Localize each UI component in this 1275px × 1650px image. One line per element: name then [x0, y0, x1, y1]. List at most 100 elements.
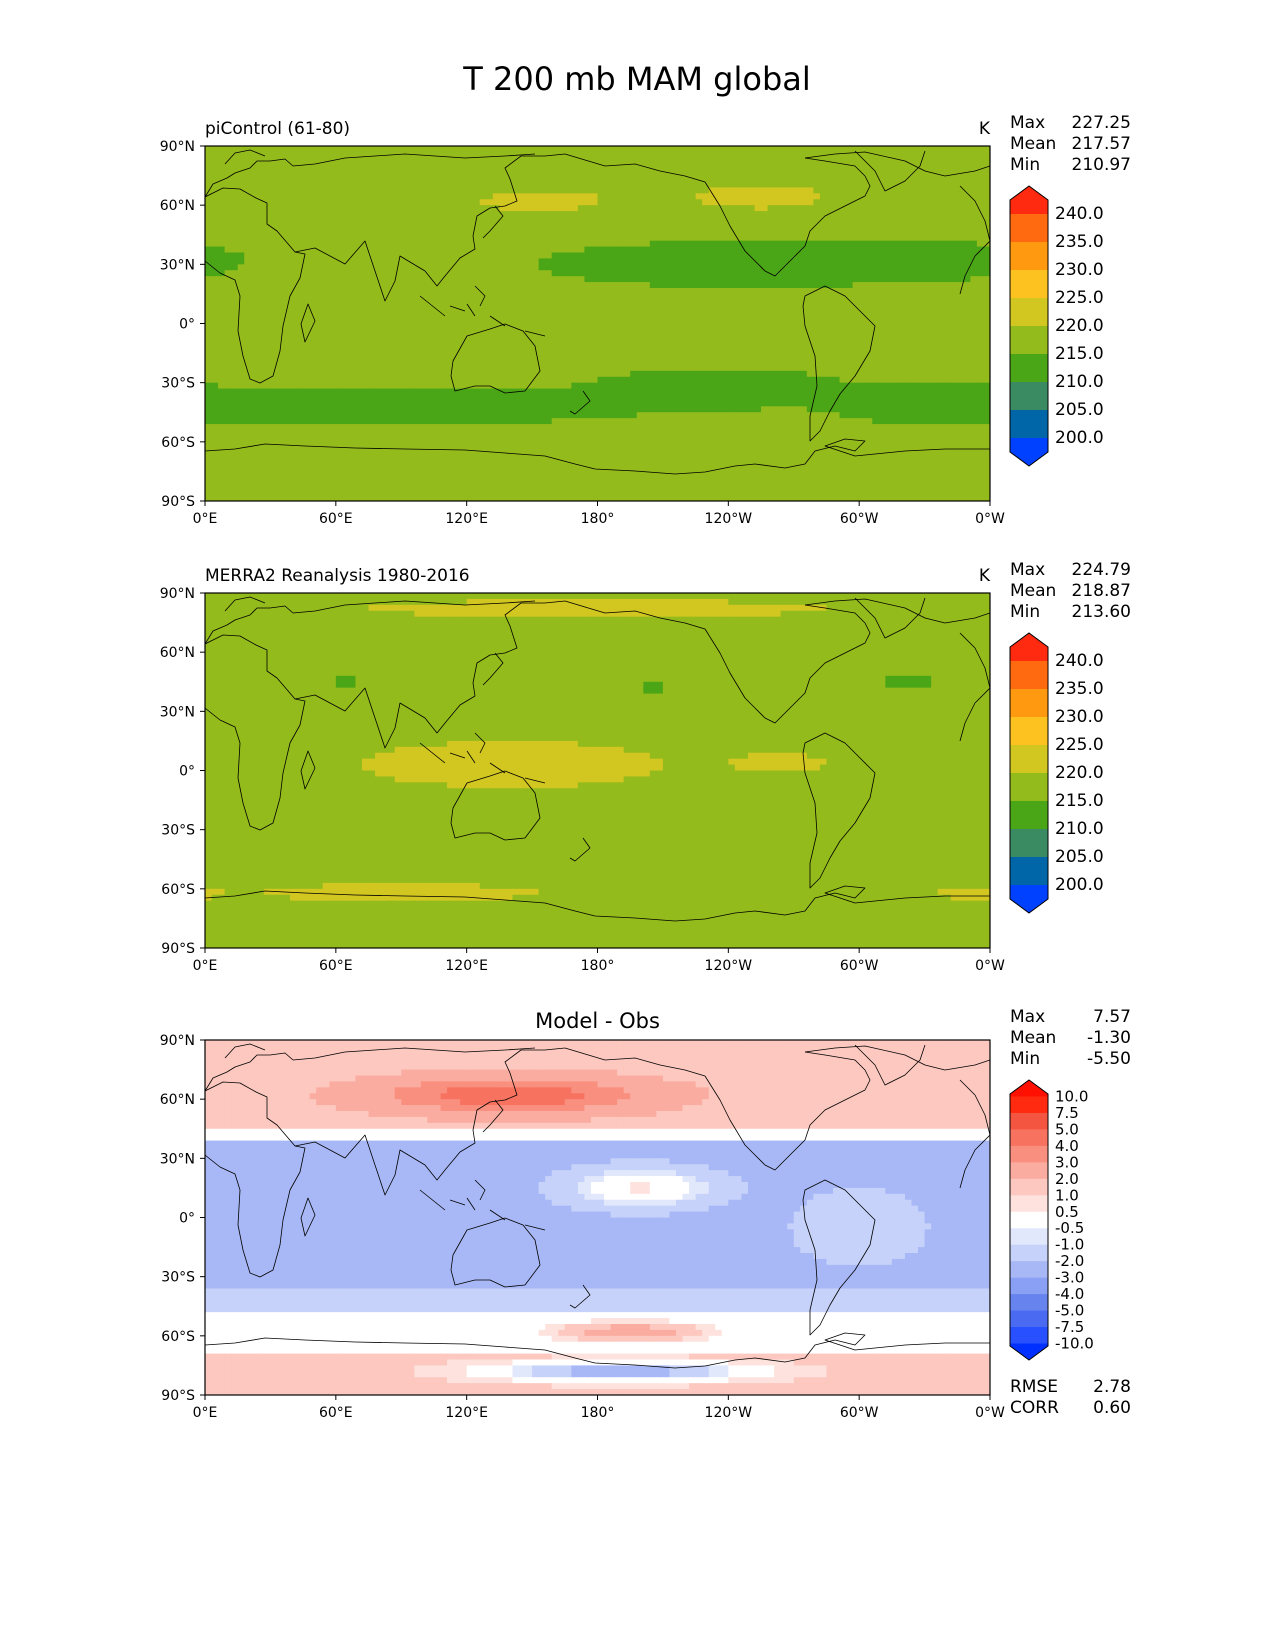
field-cell: [499, 370, 507, 378]
field-cell: [447, 282, 455, 289]
field-cell: [257, 205, 265, 212]
field-cell: [676, 353, 684, 360]
field-cell: [231, 388, 239, 396]
field-cell: [904, 151, 913, 159]
field-cell: [662, 252, 671, 260]
field-cell: [904, 234, 913, 242]
field-cell: [891, 193, 900, 200]
field-cell: [957, 311, 965, 319]
field-cell: [859, 151, 867, 159]
field-cell: [479, 181, 487, 189]
field-cell: [564, 193, 572, 200]
field-cell: [597, 234, 605, 242]
field-cell: [584, 299, 592, 307]
field-cell: [846, 370, 854, 378]
field-cell: [407, 288, 415, 295]
field-cell: [231, 211, 239, 218]
field-cell: [741, 193, 749, 200]
field-cell: [682, 341, 690, 348]
field-cell: [342, 169, 350, 177]
field-cell: [976, 163, 985, 171]
field-cell: [525, 240, 533, 248]
field-cell: [492, 199, 500, 206]
field-cell: [551, 169, 559, 177]
field-cell: [590, 359, 599, 366]
field-cell: [898, 264, 906, 271]
field-cell: [342, 217, 350, 224]
field-cell: [237, 151, 245, 159]
field-cell: [780, 341, 788, 348]
field-cell: [695, 222, 703, 230]
field-cell: [486, 341, 494, 348]
field-cell: [950, 370, 958, 378]
field-cell: [237, 305, 245, 313]
field-cell: [669, 323, 677, 331]
field-cell: [911, 252, 919, 260]
field-cell: [630, 264, 638, 271]
field-cell: [721, 341, 729, 348]
field-cell: [636, 157, 644, 165]
field-cell: [505, 359, 514, 366]
field-cell: [630, 317, 638, 325]
field-cell: [656, 364, 664, 372]
field-cell: [407, 299, 415, 307]
field-cell: [970, 335, 978, 342]
field-cell: [872, 311, 880, 319]
field-cell: [584, 246, 592, 254]
field-cell: [630, 382, 638, 390]
field-cell: [702, 288, 710, 295]
field-cell: [715, 276, 723, 283]
field-cell: [793, 240, 801, 248]
field-cell: [976, 169, 985, 177]
field-cell: [695, 376, 703, 384]
field-cell: [597, 217, 605, 224]
field-cell: [649, 299, 657, 307]
field-cell: [447, 169, 455, 177]
field-cell: [643, 151, 651, 159]
field-cell: [885, 288, 893, 295]
field-cell: [878, 370, 886, 378]
field-cell: [309, 246, 317, 254]
field-cell: [630, 364, 638, 372]
field-cell: [362, 246, 370, 254]
field-cell: [584, 163, 592, 171]
field-cell: [447, 181, 455, 189]
field-cell: [303, 370, 311, 378]
field-cell: [375, 282, 383, 289]
field-cell: [558, 181, 566, 189]
field-cell: [525, 169, 533, 177]
field-cell: [270, 347, 278, 354]
field-cell: [433, 217, 442, 224]
field-cell: [774, 311, 782, 319]
field-cell: [564, 311, 572, 319]
field-cell: [702, 317, 710, 325]
field-cell: [761, 305, 769, 313]
field-cell: [617, 359, 625, 366]
field-cell: [865, 359, 873, 366]
field-cell: [440, 163, 448, 171]
field-cell: [584, 364, 592, 372]
field-cell: [257, 288, 265, 295]
field-cell: [970, 181, 978, 189]
field-cell: [407, 335, 415, 342]
field-cell: [878, 246, 886, 254]
field-cell: [976, 211, 985, 218]
field-cell: [767, 288, 775, 295]
field-cell: [414, 234, 422, 242]
field-cell: [290, 347, 298, 354]
field-cell: [447, 382, 455, 390]
field-cell: [669, 199, 677, 206]
field-cell: [662, 270, 671, 277]
field-cell: [283, 264, 291, 271]
field-cell: [891, 217, 900, 224]
field-cell: [453, 187, 461, 194]
field-cell: [368, 382, 376, 390]
field-cell: [211, 205, 219, 212]
field-cell: [702, 382, 710, 390]
field-cell: [819, 347, 828, 354]
field-cell: [937, 341, 945, 348]
field-cell: [898, 163, 906, 171]
field-cell: [473, 157, 481, 165]
field-cell: [610, 270, 618, 277]
field-cell: [983, 341, 990, 348]
